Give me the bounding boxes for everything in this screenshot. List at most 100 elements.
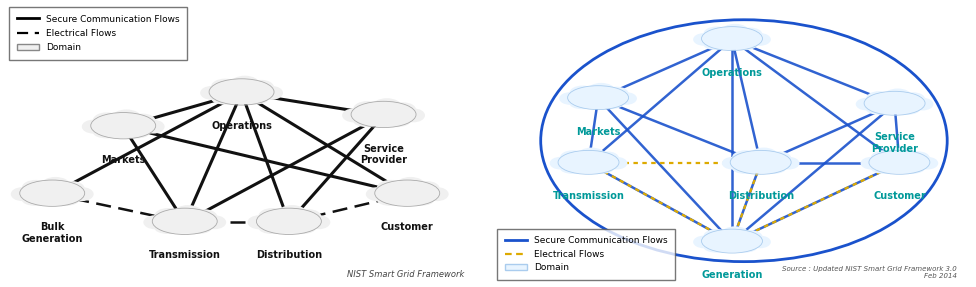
Ellipse shape <box>888 148 916 163</box>
Ellipse shape <box>871 150 897 165</box>
Ellipse shape <box>912 98 933 110</box>
Text: Transmission: Transmission <box>148 250 221 260</box>
Ellipse shape <box>184 222 212 234</box>
Ellipse shape <box>209 81 274 104</box>
Ellipse shape <box>241 92 268 105</box>
Text: Source : Updated NIST Smart Grid Framework 3.0
                        Feb 2014: Source : Updated NIST Smart Grid Framewo… <box>782 265 956 278</box>
Ellipse shape <box>407 193 434 206</box>
Ellipse shape <box>869 153 930 174</box>
Ellipse shape <box>894 104 920 115</box>
Ellipse shape <box>277 205 307 222</box>
Text: Service
Provider: Service Provider <box>872 132 918 154</box>
Ellipse shape <box>123 126 150 138</box>
Text: Operations: Operations <box>211 121 272 131</box>
Ellipse shape <box>90 115 156 138</box>
Ellipse shape <box>260 86 283 100</box>
Ellipse shape <box>154 208 183 224</box>
Ellipse shape <box>871 163 897 174</box>
Ellipse shape <box>721 226 750 242</box>
Ellipse shape <box>722 157 744 170</box>
Ellipse shape <box>21 180 50 196</box>
Ellipse shape <box>230 76 260 93</box>
Ellipse shape <box>704 241 729 253</box>
Ellipse shape <box>52 193 79 206</box>
Ellipse shape <box>559 92 581 105</box>
Ellipse shape <box>390 102 416 117</box>
Ellipse shape <box>154 222 183 234</box>
Text: Customer: Customer <box>381 222 433 232</box>
Text: Operations: Operations <box>702 67 762 77</box>
Ellipse shape <box>256 211 322 234</box>
Text: Service
Provider: Service Provider <box>360 144 407 165</box>
Ellipse shape <box>21 193 50 206</box>
Ellipse shape <box>597 98 624 109</box>
Ellipse shape <box>377 193 405 206</box>
Ellipse shape <box>916 157 938 170</box>
Legend: Secure Communication Flows, Electrical Flows, Domain: Secure Communication Flows, Electrical F… <box>498 229 675 280</box>
Ellipse shape <box>778 157 799 170</box>
Ellipse shape <box>259 222 286 234</box>
Ellipse shape <box>731 39 757 50</box>
Ellipse shape <box>567 88 630 109</box>
Ellipse shape <box>288 222 316 234</box>
Ellipse shape <box>704 229 729 244</box>
Ellipse shape <box>192 209 218 224</box>
Ellipse shape <box>704 39 729 50</box>
Ellipse shape <box>704 26 729 41</box>
Ellipse shape <box>395 177 426 194</box>
Ellipse shape <box>899 163 925 174</box>
Ellipse shape <box>20 183 85 206</box>
Ellipse shape <box>907 151 930 165</box>
Ellipse shape <box>343 108 365 122</box>
Ellipse shape <box>864 94 925 115</box>
Ellipse shape <box>866 91 892 106</box>
Ellipse shape <box>549 157 571 170</box>
Ellipse shape <box>60 181 85 196</box>
Ellipse shape <box>70 187 94 201</box>
Ellipse shape <box>588 83 615 98</box>
Ellipse shape <box>131 114 156 129</box>
Ellipse shape <box>721 24 750 39</box>
Ellipse shape <box>595 151 619 165</box>
Ellipse shape <box>750 236 771 248</box>
Ellipse shape <box>569 98 595 109</box>
Ellipse shape <box>557 153 620 174</box>
Text: Markets: Markets <box>102 155 145 165</box>
Ellipse shape <box>866 104 892 115</box>
Ellipse shape <box>151 211 218 234</box>
Text: Transmission: Transmission <box>552 191 625 201</box>
Ellipse shape <box>93 113 121 129</box>
Ellipse shape <box>353 115 381 127</box>
Legend: Secure Communication Flows, Electrical Flows, Domain: Secure Communication Flows, Electrical F… <box>10 7 187 60</box>
Ellipse shape <box>426 187 449 201</box>
Ellipse shape <box>377 180 405 196</box>
Ellipse shape <box>366 187 389 201</box>
Ellipse shape <box>861 157 882 170</box>
Ellipse shape <box>143 215 167 229</box>
Ellipse shape <box>248 215 270 229</box>
Ellipse shape <box>902 92 925 106</box>
Ellipse shape <box>606 157 628 170</box>
Ellipse shape <box>211 79 239 95</box>
Text: NIST Smart Grid Framework: NIST Smart Grid Framework <box>346 269 464 278</box>
Ellipse shape <box>732 163 758 174</box>
Ellipse shape <box>307 215 330 229</box>
Ellipse shape <box>296 209 321 224</box>
Text: Distribution: Distribution <box>256 250 322 260</box>
Ellipse shape <box>701 231 763 253</box>
Ellipse shape <box>693 33 714 46</box>
Ellipse shape <box>693 236 714 248</box>
Ellipse shape <box>569 86 595 100</box>
Ellipse shape <box>259 208 286 224</box>
Ellipse shape <box>588 163 614 174</box>
Ellipse shape <box>739 28 762 41</box>
Ellipse shape <box>93 126 121 138</box>
Ellipse shape <box>578 148 606 163</box>
Ellipse shape <box>605 87 629 100</box>
Ellipse shape <box>750 148 778 163</box>
Ellipse shape <box>111 109 142 127</box>
Ellipse shape <box>856 98 877 110</box>
Text: Generation: Generation <box>702 270 762 280</box>
Ellipse shape <box>372 98 402 115</box>
Ellipse shape <box>142 120 165 133</box>
